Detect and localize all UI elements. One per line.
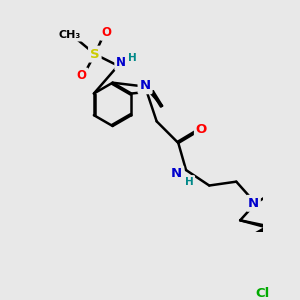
Text: H: H (128, 53, 136, 63)
Text: O: O (101, 26, 111, 39)
Text: N: N (248, 197, 259, 210)
Text: H: H (185, 177, 194, 187)
Text: S: S (90, 48, 100, 61)
Text: N: N (140, 79, 151, 92)
Text: N: N (171, 167, 182, 180)
Text: O: O (196, 123, 207, 136)
Text: Cl: Cl (255, 287, 269, 300)
Text: N: N (116, 56, 126, 69)
Text: CH₃: CH₃ (59, 30, 81, 40)
Text: O: O (77, 69, 87, 82)
